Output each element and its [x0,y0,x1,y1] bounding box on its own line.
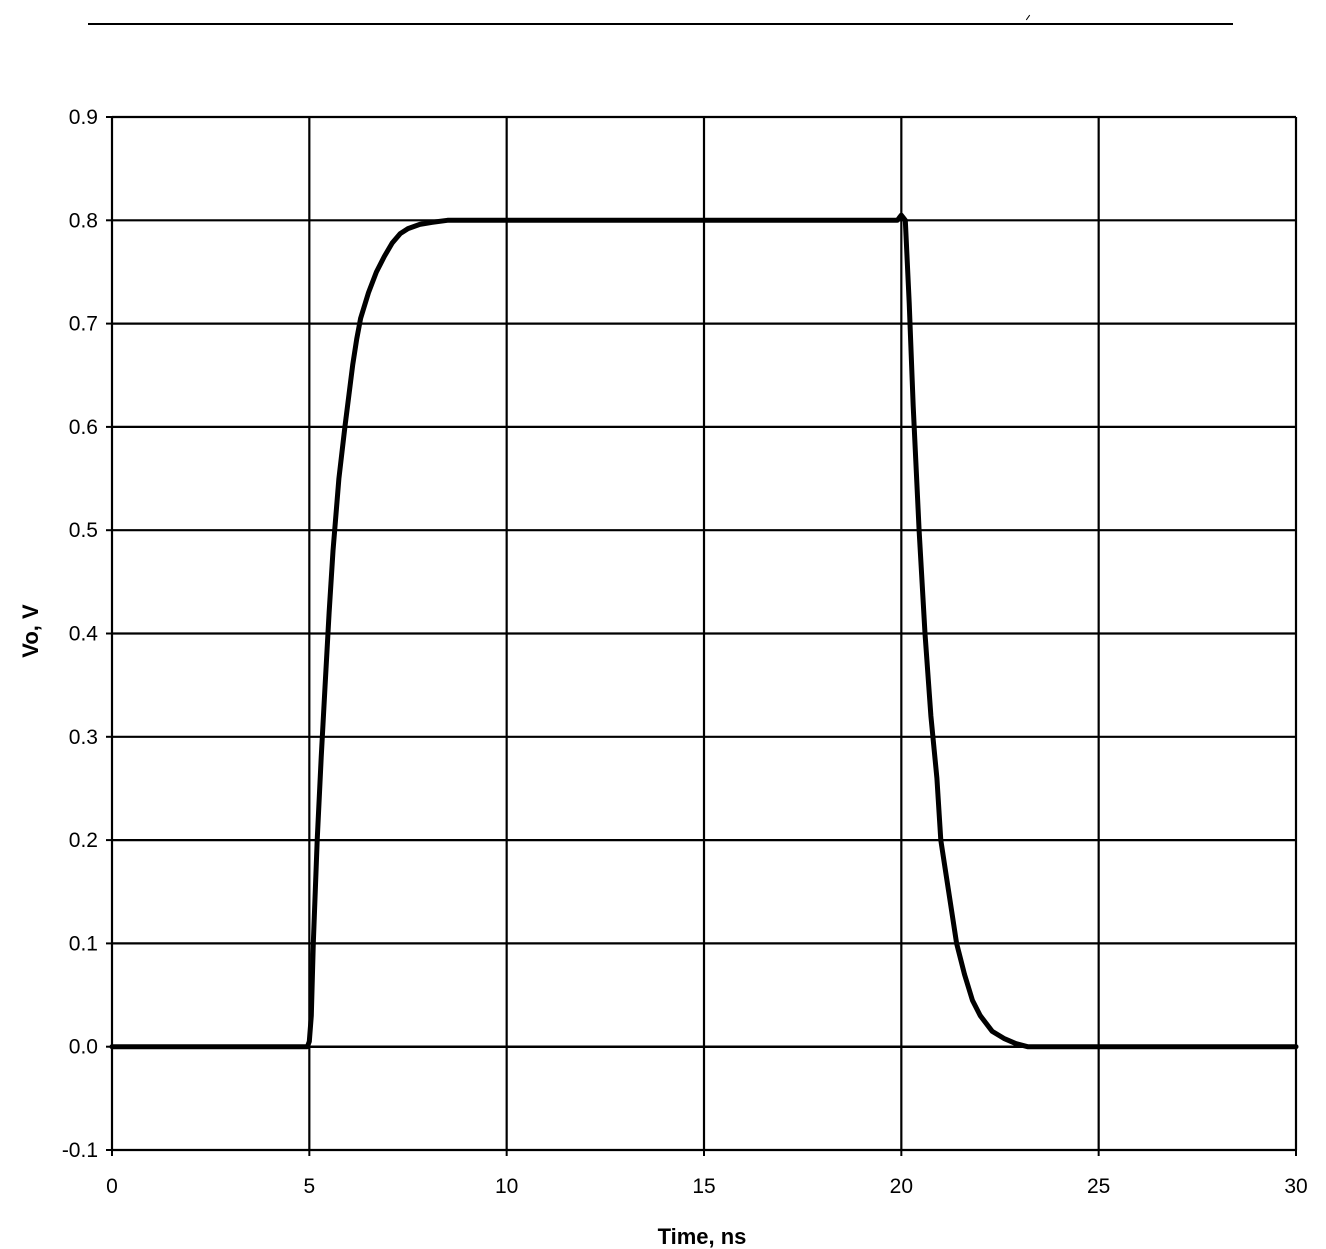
x-tick-label: 0 [106,1175,118,1198]
x-tick-label: 25 [1087,1175,1110,1198]
x-tick-label: 15 [692,1175,715,1198]
y-tick-labels: 0.9 0.8 0.7 0.6 0.5 0.4 0.3 0.2 0.1 0.0 -0.1 [62,106,98,1162]
x-axis-title: Time, ns [658,1224,747,1249]
x-tick-label: 20 [890,1175,913,1198]
y-tick-label: 0.6 [69,416,98,439]
header-rule [88,23,1233,25]
y-tick-label: 0.7 [69,313,98,336]
series-line-0 [109,212,1299,1050]
y-tick-label: 0.0 [69,1036,98,1059]
series-layer [109,212,1299,1050]
y-tick-label: 0.8 [69,209,98,232]
y-tick-label: 0.9 [69,106,98,129]
y-axis-title: Vo, V [18,604,43,658]
y-tick-label: 0.2 [69,829,98,852]
y-tick-label: 0.4 [69,623,99,646]
y-tick-label: 0.3 [69,726,98,749]
y-tick-label: -0.1 [62,1139,98,1162]
grid-layer [106,115,1298,1156]
y-tick-label: 0.5 [69,519,98,542]
x-tick-label: 30 [1284,1175,1307,1198]
y-tick-label: 0.1 [69,932,98,955]
x-tick-labels: 0 5 10 15 20 25 30 [106,1175,1308,1198]
x-tick-label: 5 [303,1175,315,1198]
x-tick-label: 10 [495,1175,518,1198]
